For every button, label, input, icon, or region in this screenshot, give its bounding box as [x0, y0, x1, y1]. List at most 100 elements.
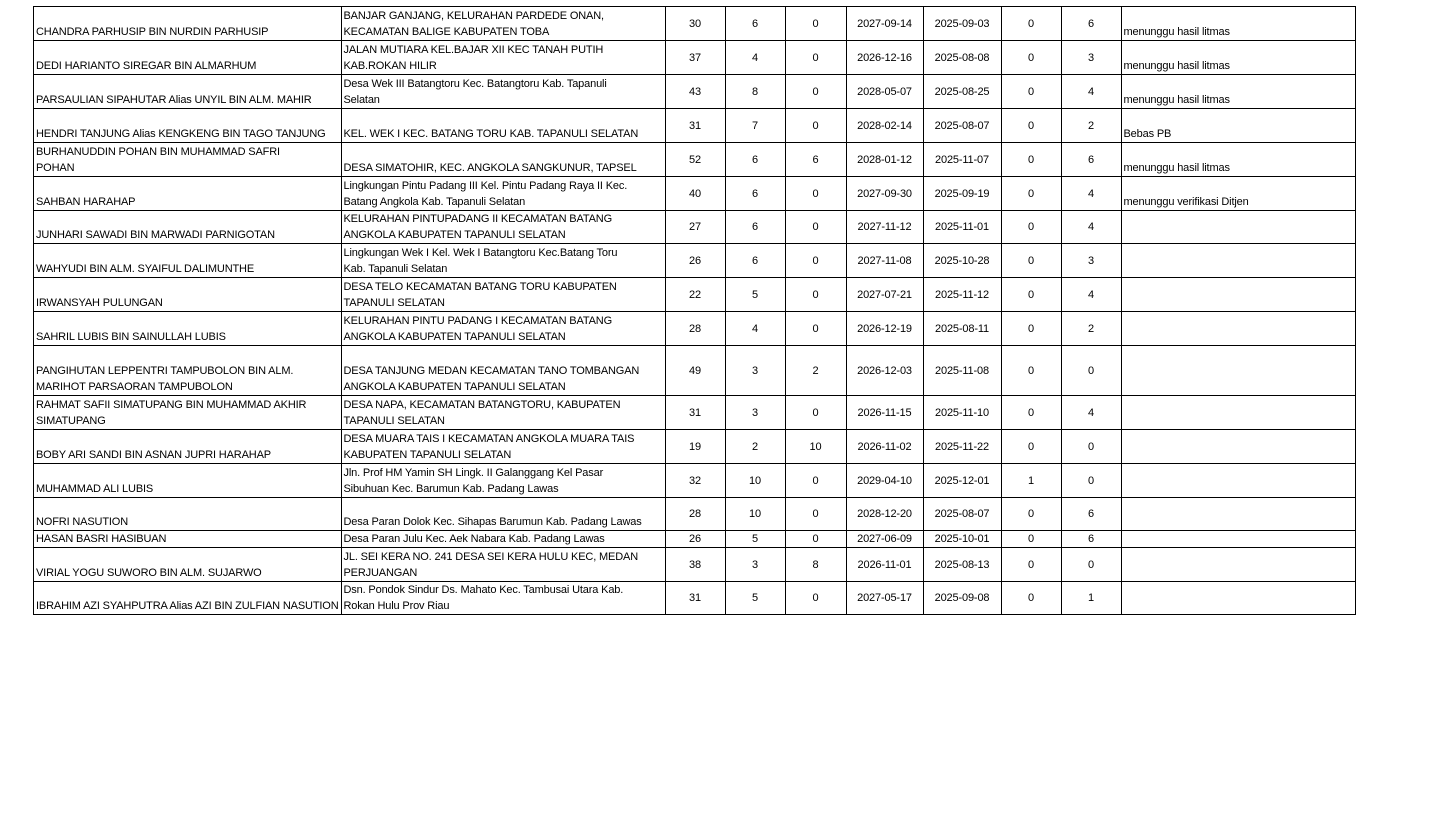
num-a-cell: 26: [664, 243, 726, 278]
address-cell: Dsn. Pondok Sindur Ds. Mahato Kec. Tambu…: [340, 581, 666, 615]
address-cell: JALAN MUTIARA KEL.BAJAR XII KEC TANAH PU…: [340, 40, 666, 75]
name-cell: CHANDRA PARHUSIP BIN NURDIN PARHUSIP: [33, 6, 342, 41]
table-row: NOFRI NASUTION Desa Paran Dolok Kec. Siha…: [33, 497, 1356, 531]
address-cell: DESA MUARA TAIS I KECAMATAN ANGKOLA MUAR…: [340, 429, 666, 464]
table-row: DEDI HARIANTO SIREGAR BIN ALMARHUM JALAN …: [33, 40, 1356, 75]
num-c-cell: 6: [784, 142, 847, 177]
num-e-cell: 1: [1060, 581, 1122, 615]
table-row: BOBY ARI SANDI BIN ASNAN JUPRI HARAHAP DE…: [33, 429, 1356, 464]
address-cell: KELURAHAN PINTUPADANG II KECAMATAN BATAN…: [340, 210, 666, 244]
date-start-cell: 2025-08-07: [922, 497, 1002, 531]
date-end-cell: 2026-11-02: [845, 429, 924, 464]
date-end-cell: 2027-11-12: [845, 210, 924, 244]
remark-cell: [1120, 429, 1356, 464]
date-end-cell: 2026-12-16: [845, 40, 924, 75]
table-row: HENDRI TANJUNG Alias KENGKENG BIN TAGO T…: [33, 108, 1356, 143]
address-cell: DESA SIMATOHIR, KEC. ANGKOLA SANGKUNUR, …: [340, 142, 666, 177]
remark-cell: [1120, 581, 1356, 615]
date-start-cell: 2025-08-25: [922, 74, 1002, 109]
num-a-cell: 30: [664, 6, 726, 41]
name-cell: BOBY ARI SANDI BIN ASNAN JUPRI HARAHAP: [33, 429, 342, 464]
date-start-cell: 2025-10-28: [922, 243, 1002, 278]
num-c-cell: 0: [784, 74, 847, 109]
remark-cell: [1120, 463, 1356, 498]
date-end-cell: 2029-04-10: [845, 463, 924, 498]
address-cell: JL. SEI KERA NO. 241 DESA SEI KERA HULU …: [340, 547, 666, 582]
date-start-cell: 2025-08-08: [922, 40, 1002, 75]
date-end-cell: 2027-09-14: [845, 6, 924, 41]
num-b-cell: 5: [724, 277, 786, 312]
num-c-cell: 0: [784, 40, 847, 75]
num-c-cell: 0: [784, 210, 847, 244]
num-c-cell: 0: [784, 497, 847, 531]
address-cell: Desa Paran Julu Kec. Aek Nabara Kab. Pad…: [340, 530, 666, 548]
num-d-cell: 0: [1000, 74, 1062, 109]
num-a-cell: 31: [664, 395, 726, 430]
num-d-cell: 0: [1000, 176, 1062, 211]
name-cell: PARSAULIAN SIPAHUTAR Alias UNYIL BIN ALM…: [33, 74, 342, 109]
num-d-cell: 0: [1000, 40, 1062, 75]
num-b-cell: 7: [724, 108, 786, 143]
num-c-cell: 0: [784, 581, 847, 615]
num-a-cell: 22: [664, 277, 726, 312]
table-row: CHANDRA PARHUSIP BIN NURDIN PARHUSIP BANJ…: [33, 6, 1356, 41]
num-b-cell: 4: [724, 311, 786, 346]
num-d-cell: 0: [1000, 311, 1062, 346]
remark-cell: menunggu hasil litmas: [1120, 74, 1356, 109]
num-d-cell: 0: [1000, 395, 1062, 430]
table-row: JUNHARI SAWADI BIN MARWADI PARNIGOTAN KEL…: [33, 210, 1356, 244]
remark-cell: Bebas PB: [1120, 108, 1356, 143]
name-cell: SAHRIL LUBIS BIN SAINULLAH LUBIS: [33, 311, 342, 346]
num-a-cell: 19: [664, 429, 726, 464]
num-b-cell: 6: [724, 210, 786, 244]
remark-cell: [1120, 547, 1356, 582]
date-start-cell: 2025-08-11: [922, 311, 1002, 346]
num-b-cell: 6: [724, 142, 786, 177]
num-e-cell: 4: [1060, 74, 1122, 109]
num-b-cell: 8: [724, 74, 786, 109]
address-cell: KEL. WEK I KEC. BATANG TORU KAB. TAPANUL…: [340, 108, 666, 143]
num-b-cell: 10: [724, 463, 786, 498]
date-start-cell: 2025-11-10: [922, 395, 1002, 430]
date-start-cell: 2025-09-08: [922, 581, 1002, 615]
table-row: IBRAHIM AZI SYAHPUTRA Alias AZI BIN ZULF…: [33, 581, 1356, 615]
num-e-cell: 2: [1060, 311, 1122, 346]
table-row: SAHBAN HARAHAP Lingkungan Pintu Padang II…: [33, 176, 1356, 211]
num-e-cell: 0: [1060, 463, 1122, 498]
num-b-cell: 5: [724, 581, 786, 615]
table-row: RAHMAT SAFII SIMATUPANG BIN MUHAMMAD AKH…: [33, 395, 1356, 430]
address-cell: Desa Paran Dolok Kec. Sihapas Barumun Ka…: [340, 497, 666, 531]
name-cell: MUHAMMAD ALI LUBIS: [33, 463, 342, 498]
num-c-cell: 0: [784, 463, 847, 498]
num-d-cell: 0: [1000, 108, 1062, 143]
date-start-cell: 2025-12-01: [922, 463, 1002, 498]
num-c-cell: 0: [784, 395, 847, 430]
table-row: PANGIHUTAN LEPPENTRI TAMPUBOLON BIN ALM.…: [33, 345, 1356, 396]
num-e-cell: 4: [1060, 176, 1122, 211]
num-a-cell: 26: [664, 530, 726, 548]
date-end-cell: 2028-12-20: [845, 497, 924, 531]
num-e-cell: 4: [1060, 210, 1122, 244]
num-d-cell: 0: [1000, 497, 1062, 531]
date-end-cell: 2028-02-14: [845, 108, 924, 143]
num-a-cell: 31: [664, 581, 726, 615]
num-d-cell: 0: [1000, 243, 1062, 278]
num-c-cell: 10: [784, 429, 847, 464]
remark-cell: menunggu hasil litmas: [1120, 142, 1356, 177]
date-start-cell: 2025-11-07: [922, 142, 1002, 177]
date-end-cell: 2027-11-08: [845, 243, 924, 278]
name-cell: HASAN BASRI HASIBUAN: [33, 530, 342, 548]
num-c-cell: 0: [784, 108, 847, 143]
name-cell: NOFRI NASUTION: [33, 497, 342, 531]
num-a-cell: 52: [664, 142, 726, 177]
num-e-cell: 4: [1060, 395, 1122, 430]
num-a-cell: 37: [664, 40, 726, 75]
address-cell: Desa Wek III Batangtoru Kec. Batangtoru …: [340, 74, 666, 109]
num-d-cell: 0: [1000, 345, 1062, 396]
remark-cell: [1120, 345, 1356, 396]
num-a-cell: 43: [664, 74, 726, 109]
num-b-cell: 2: [724, 429, 786, 464]
date-end-cell: 2027-09-30: [845, 176, 924, 211]
num-a-cell: 32: [664, 463, 726, 498]
num-b-cell: 6: [724, 176, 786, 211]
